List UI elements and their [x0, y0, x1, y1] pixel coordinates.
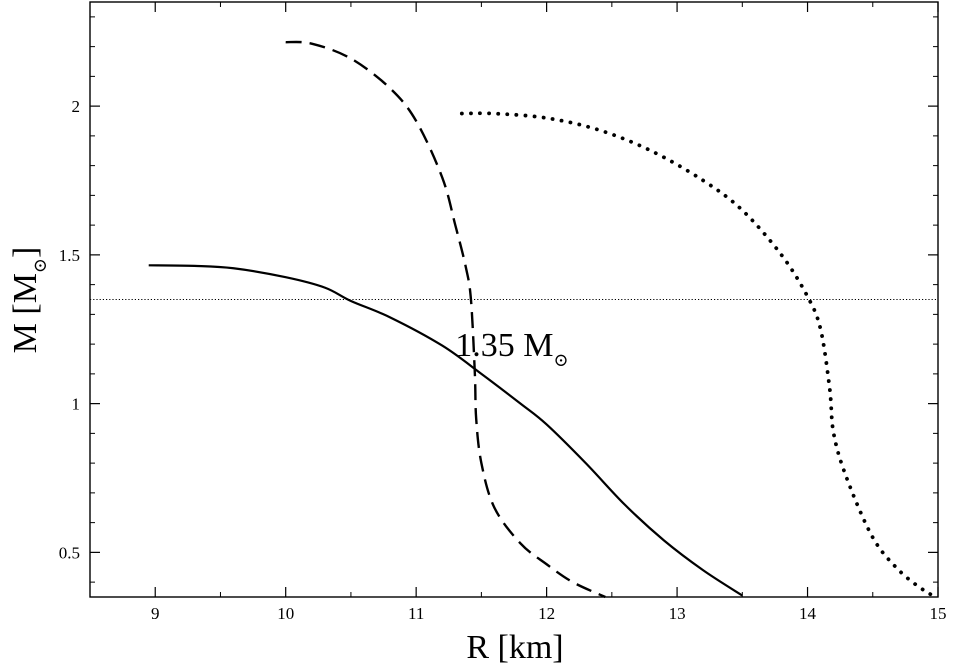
x-tick-label: 13	[669, 604, 686, 623]
x-axis-title: R [km]	[466, 629, 563, 666]
axis-ticks	[89, 2, 939, 597]
y-axis-title: M [M⊙]	[7, 247, 50, 354]
series-dashed-line	[285, 40, 606, 599]
x-tick-label: 12	[538, 604, 555, 623]
y-tick-label: 1.5	[59, 246, 80, 265]
reference-annotation: 1.35 M⊙	[455, 327, 568, 370]
series-solid-line	[148, 264, 743, 597]
x-tick-label: 14	[799, 604, 817, 623]
sun-symbol: ⊙	[554, 350, 569, 370]
series-group	[148, 40, 940, 599]
y-tick-label: 1	[72, 395, 81, 414]
x-tick-label: 11	[408, 604, 424, 623]
y-tick-label: 2	[72, 97, 81, 116]
axis-tick-labels: 9 10 11 12 13 14 15 0.5 1 1.5 2	[59, 97, 947, 623]
x-tick-label: 10	[277, 604, 294, 623]
y-tick-label: 0.5	[59, 543, 80, 562]
x-tick-label: 9	[151, 604, 160, 623]
y-axis-sun-symbol: ⊙	[30, 258, 50, 273]
x-tick-label: 15	[930, 604, 947, 623]
